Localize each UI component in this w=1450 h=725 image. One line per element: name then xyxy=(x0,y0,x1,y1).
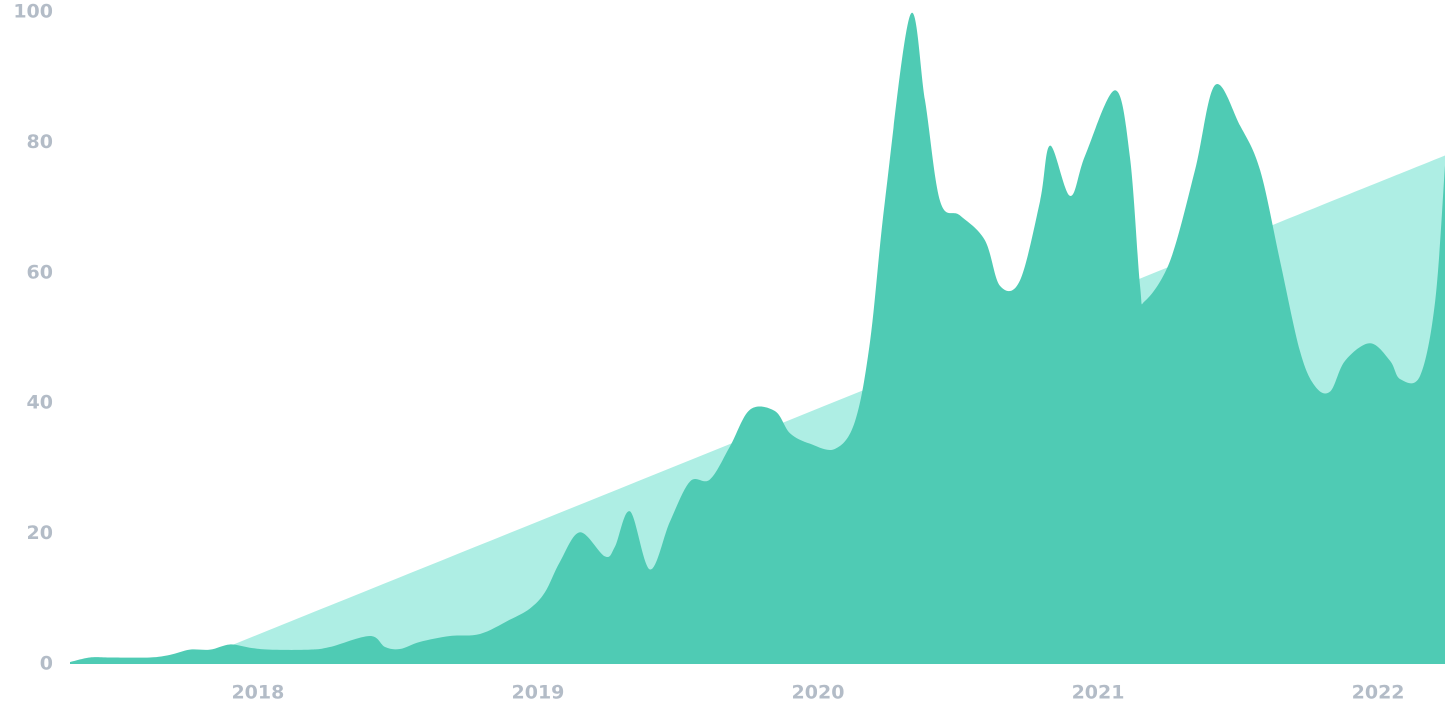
x-tick-label: 2021 xyxy=(1072,682,1125,704)
y-tick-label: 40 xyxy=(27,392,53,414)
area xyxy=(70,12,1445,664)
x-tick-label: 2020 xyxy=(792,682,845,704)
y-tick-label: 100 xyxy=(13,1,53,23)
x-tick-label: 2018 xyxy=(231,682,284,704)
y-tick-label: 60 xyxy=(27,261,53,283)
x-tick-label: 2022 xyxy=(1352,682,1405,704)
y-tick-label: 80 xyxy=(27,131,53,153)
y-tick-label: 20 xyxy=(27,522,53,544)
y-tick-label: 0 xyxy=(40,653,53,675)
x-tick-label: 2019 xyxy=(512,682,565,704)
